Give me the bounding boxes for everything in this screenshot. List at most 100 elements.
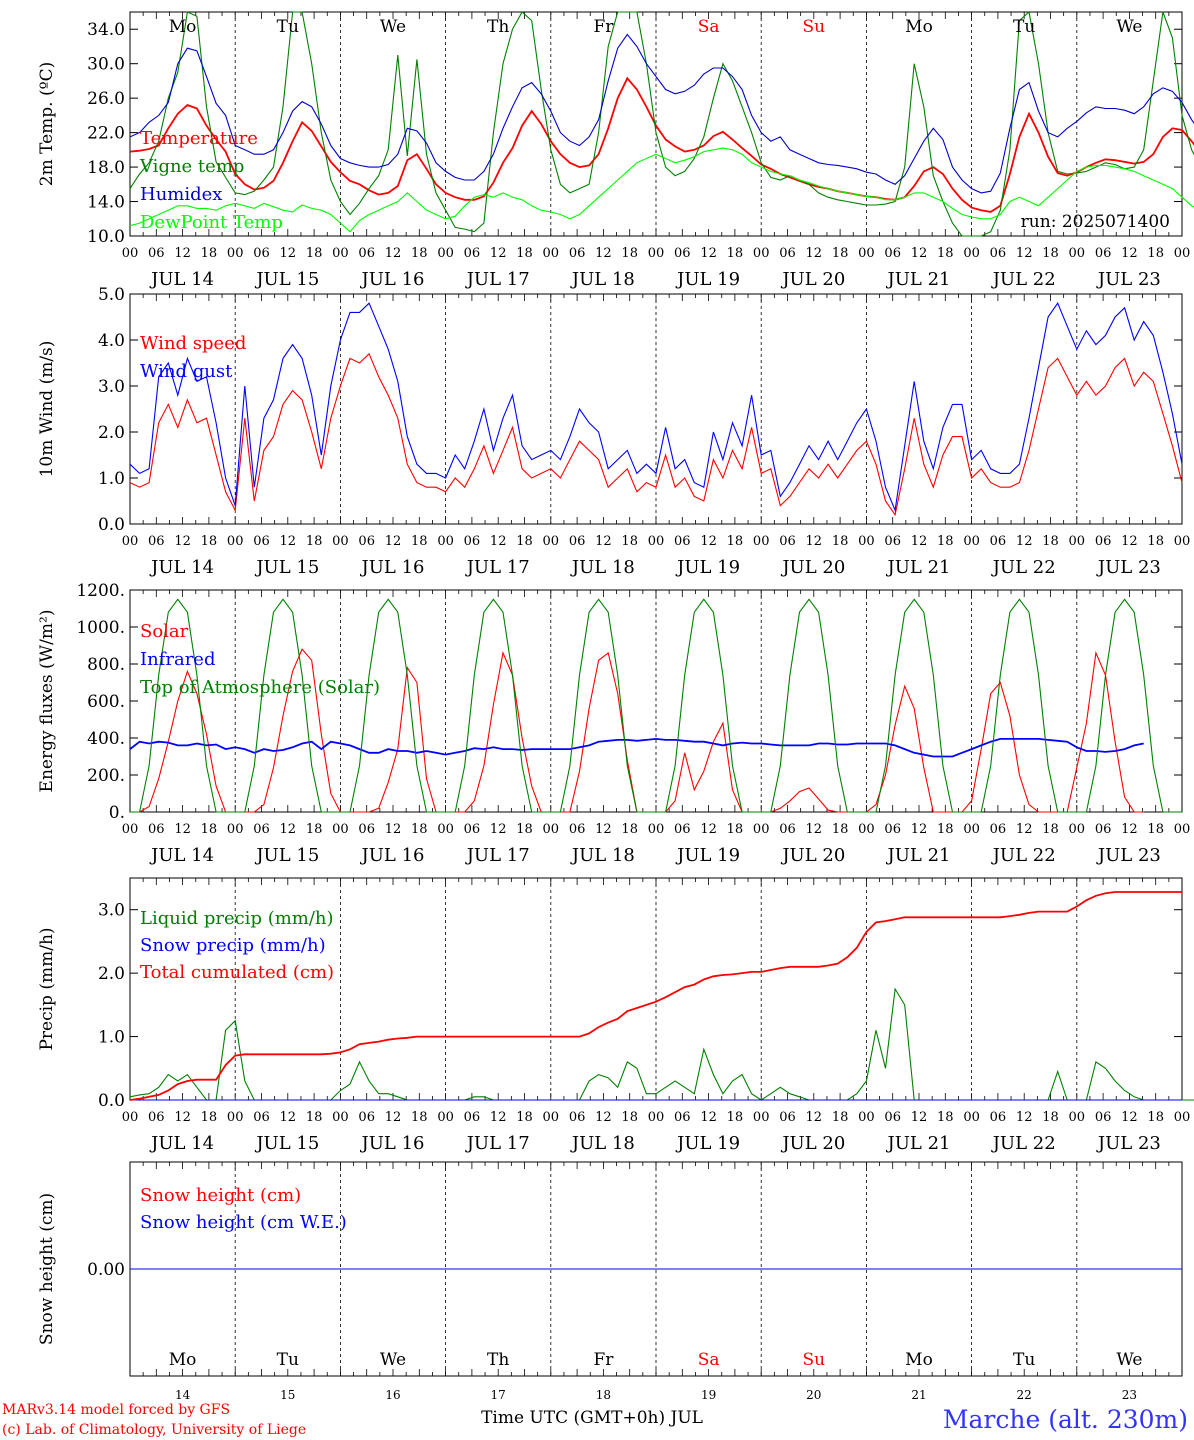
x-date-label: JUL 20: [780, 845, 845, 866]
x-hour-label: 00: [227, 534, 244, 549]
x-day-number: 16: [385, 1388, 400, 1402]
x-date-label: JUL 18: [570, 557, 635, 578]
x-date-label: JUL 15: [254, 845, 319, 866]
series-line: [129, 891, 1182, 1101]
y-tick-label: 1.0: [98, 469, 125, 489]
x-hour-label: 12: [1016, 822, 1033, 837]
x-hour-label: 00: [1069, 1110, 1086, 1125]
x-hour-label: 00: [963, 1110, 980, 1125]
x-hour-label: 00: [1174, 822, 1191, 837]
x-hour-label: 00: [1174, 534, 1191, 549]
x-date-label: JUL 22: [991, 845, 1056, 866]
x-hour-label: 12: [490, 534, 507, 549]
x-hour-label: 18: [516, 1110, 533, 1125]
series-line: [130, 598, 1182, 813]
y-tick-label: 3.0: [98, 901, 125, 921]
x-hour-label: 00: [437, 1110, 454, 1125]
day-of-week-label: Mo: [905, 1350, 933, 1370]
y-axis-label: Snow height (cm): [37, 1193, 57, 1345]
legend-entry: Wind speed: [140, 333, 246, 354]
x-hour-label: 00: [1069, 246, 1086, 261]
x-hour-label: 06: [990, 534, 1007, 549]
y-tick-label: 0.0: [98, 1091, 125, 1111]
x-day-number: 23: [1122, 1388, 1137, 1402]
series-line: [129, 76, 1194, 213]
x-hour-label: 18: [411, 534, 428, 549]
credit-line-2: (c) Lab. of Climatology, University of L…: [2, 1422, 306, 1438]
x-date-label: JUL 19: [675, 845, 740, 866]
x-hour-label: 06: [674, 246, 691, 261]
x-hour-label: 12: [806, 822, 823, 837]
x-hour-label: 12: [806, 534, 823, 549]
x-hour-label: 06: [253, 246, 270, 261]
x-date-label: JUL 14: [149, 269, 214, 290]
x-date-label: JUL 23: [1096, 557, 1161, 578]
x-hour-label: 06: [253, 1110, 270, 1125]
y-tick-label: 800.: [87, 655, 125, 675]
day-of-week-label: Tu: [1013, 17, 1035, 37]
x-hour-label: 00: [437, 534, 454, 549]
day-of-week-label: Mo: [169, 1350, 197, 1370]
x-hour-label: 12: [1121, 1110, 1138, 1125]
x-date-label: JUL 21: [886, 845, 951, 866]
legend-entry: Snow precip (mm/h): [140, 935, 326, 956]
x-hour-label: 12: [174, 822, 191, 837]
credit-line-1: MARv3.14 model forced by GFS: [2, 1402, 230, 1418]
x-date-label: JUL 20: [780, 557, 845, 578]
x-hour-label: 18: [621, 1110, 638, 1125]
x-hour-label: 06: [464, 822, 481, 837]
day-of-week-label: Sa: [698, 1350, 720, 1370]
x-hour-label: 18: [937, 534, 954, 549]
series-line: [129, 33, 1194, 194]
x-date-label: JUL 18: [570, 845, 635, 866]
x-hour-label: 18: [201, 534, 218, 549]
x-hour-label: 18: [1042, 1110, 1059, 1125]
x-hour-label: 12: [595, 246, 612, 261]
x-hour-label: 00: [858, 246, 875, 261]
x-hour-label: 06: [884, 246, 901, 261]
x-hour-label: 00: [1174, 246, 1191, 261]
x-hour-label: 18: [1147, 822, 1164, 837]
day-of-week-label: Mo: [169, 17, 197, 37]
y-tick-label: 0.00: [87, 1260, 125, 1280]
x-hour-label: 18: [411, 822, 428, 837]
x-hour-label: 06: [148, 822, 165, 837]
x-date-label: JUL 16: [360, 269, 425, 290]
x-day-number: 17: [491, 1388, 506, 1402]
x-hour-label: 00: [963, 822, 980, 837]
x-hour-label: 00: [332, 534, 349, 549]
x-hour-label: 00: [1069, 822, 1086, 837]
x-hour-label: 06: [358, 534, 375, 549]
x-date-label: JUL 14: [149, 557, 214, 578]
x-hour-label: 12: [911, 1110, 928, 1125]
x-hour-label: 18: [1042, 246, 1059, 261]
x-day-number: 15: [280, 1388, 295, 1402]
y-tick-label: 2.0: [98, 964, 125, 984]
x-date-label: JUL 23: [1096, 269, 1161, 290]
x-hour-label: 00: [648, 822, 665, 837]
x-hour-label: 12: [280, 534, 297, 549]
x-hour-label: 00: [648, 534, 665, 549]
x-hour-label: 18: [1042, 534, 1059, 549]
x-hour-label: 12: [700, 1110, 717, 1125]
x-hour-label: 00: [543, 246, 560, 261]
x-hour-label: 18: [937, 246, 954, 261]
x-hour-label: 12: [806, 1110, 823, 1125]
x-hour-label: 12: [174, 534, 191, 549]
x-hour-label: 12: [490, 246, 507, 261]
x-hour-label: 18: [727, 534, 744, 549]
x-day-number: 20: [806, 1388, 821, 1402]
x-hour-label: 18: [306, 246, 323, 261]
x-hour-label: 18: [201, 822, 218, 837]
x-hour-label: 12: [174, 1110, 191, 1125]
day-of-week-label: Fr: [593, 17, 614, 37]
x-hour-label: 06: [569, 246, 586, 261]
station-label: Marche (alt. 230m): [943, 1405, 1188, 1434]
x-hour-label: 12: [1121, 822, 1138, 837]
day-of-week-label: Tu: [277, 1350, 299, 1370]
x-hour-label: 18: [306, 1110, 323, 1125]
legend-entry: Humidex: [140, 184, 222, 205]
run-annotation: run: 2025071400: [1021, 212, 1170, 232]
y-tick-label: 10.0: [87, 227, 125, 247]
y-tick-label: 1000.: [76, 618, 125, 638]
